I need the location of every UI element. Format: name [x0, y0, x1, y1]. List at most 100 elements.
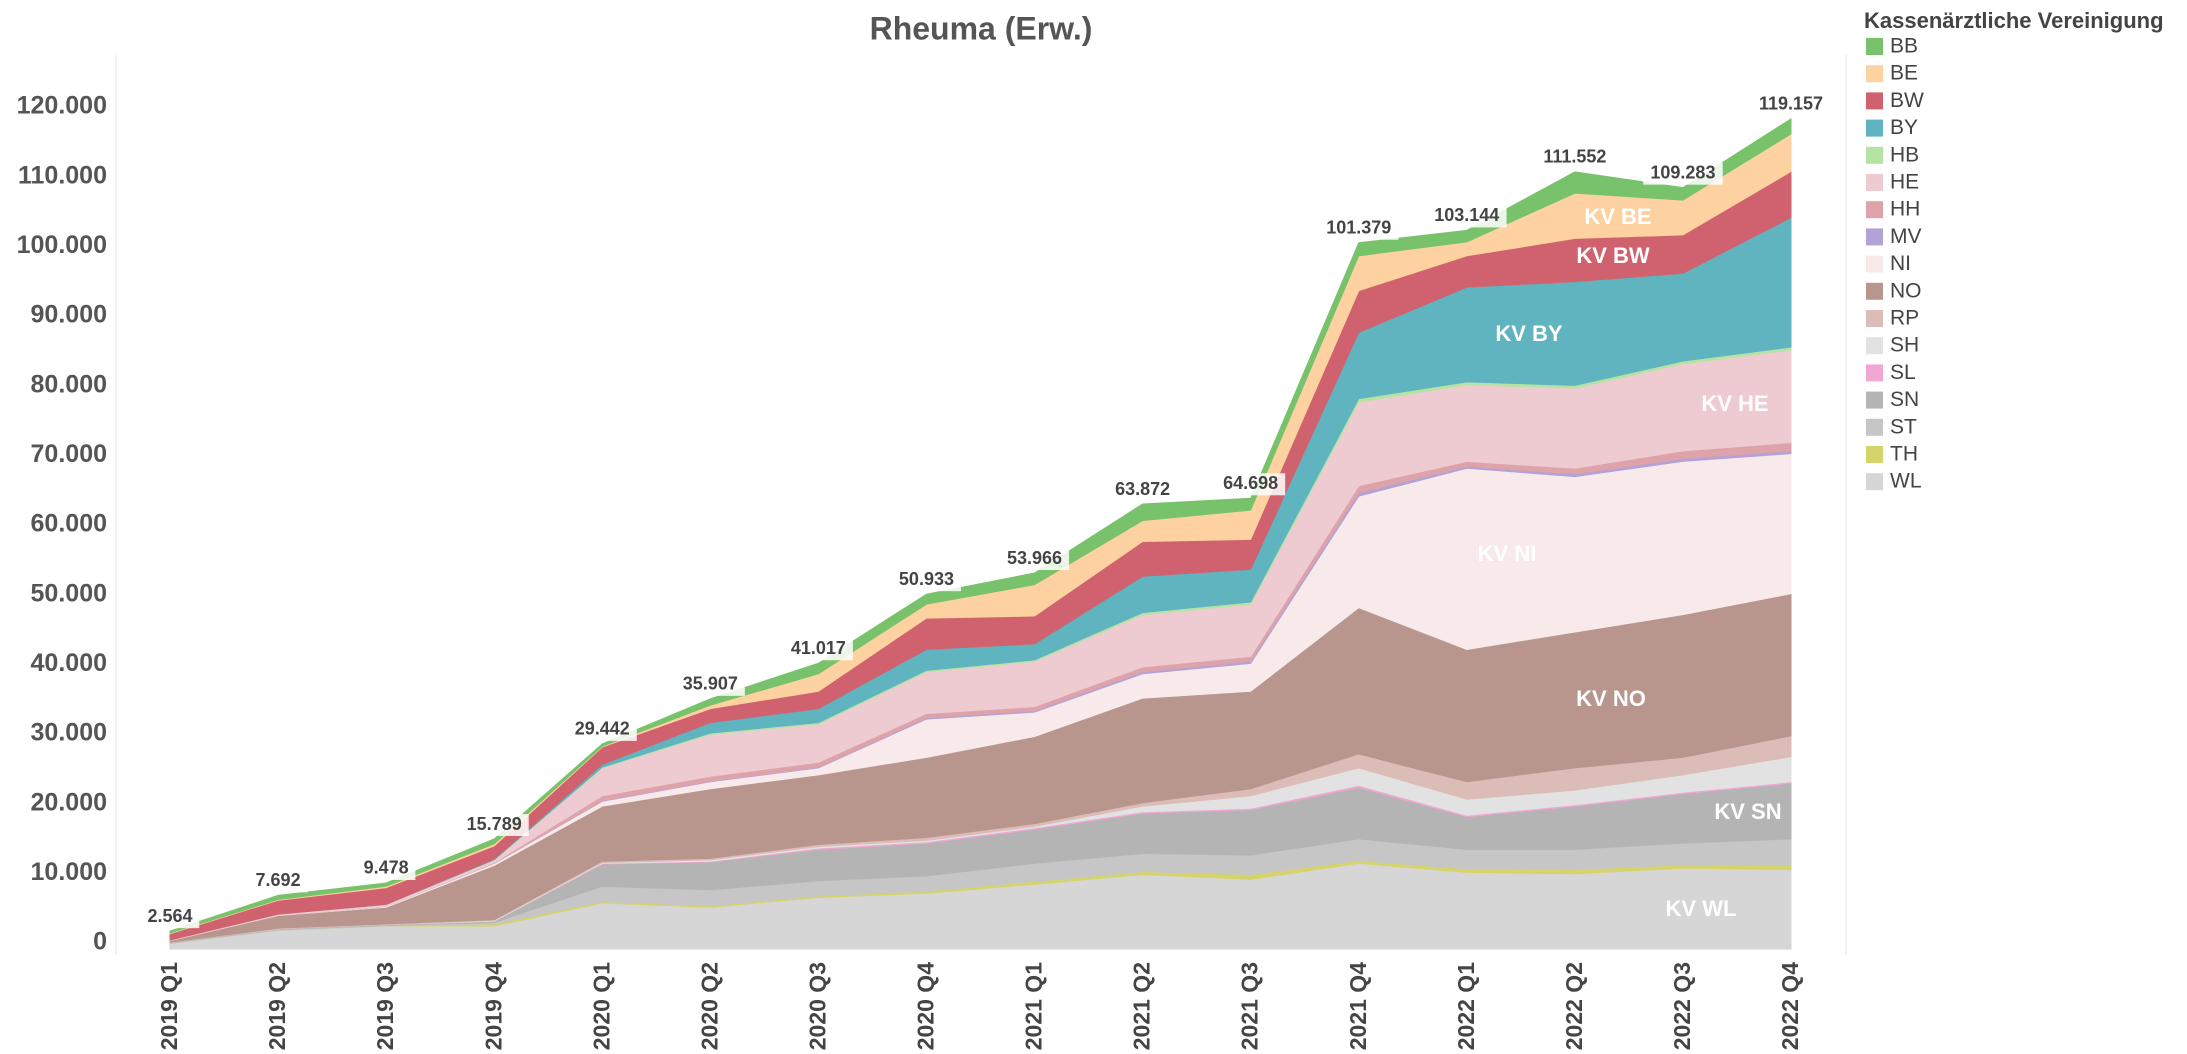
legend-swatch	[1866, 38, 1883, 55]
total-label: 103.144	[1427, 205, 1507, 228]
legend-label: HE	[1890, 171, 1919, 194]
total-value: 101.379	[1326, 217, 1391, 237]
total-value: 119.157	[1759, 94, 1823, 114]
legend-swatch	[1866, 391, 1883, 409]
y-tick-label: 0	[93, 928, 107, 956]
label-bg	[1318, 217, 1399, 240]
y-tick-label: 10.000	[31, 858, 107, 886]
legend-label: SL	[1890, 361, 1916, 384]
label-bg	[1751, 93, 1831, 116]
label-bg	[248, 870, 308, 893]
y-tick-label: 50.000	[31, 579, 107, 607]
legend-swatch	[1866, 255, 1883, 273]
total-label: 29.442	[567, 718, 637, 741]
total-value: 7.692	[256, 870, 301, 890]
area-label: KV NO	[1576, 686, 1646, 711]
x-tick-label: 2019 Q4	[480, 962, 506, 1050]
x-tick-label: 2020 Q4	[913, 962, 939, 1050]
label-bg	[1108, 479, 1178, 502]
label-bg	[140, 906, 200, 929]
area-label: KV WL	[1666, 896, 1737, 921]
total-label: 2.564	[140, 906, 200, 929]
y-tick-label: 120.000	[17, 92, 107, 120]
total-label: 9.478	[356, 857, 416, 880]
legend-title: Kassenärztliche Vereinigung	[1864, 8, 2164, 33]
legend-swatch	[1866, 174, 1883, 191]
legend-swatch	[1866, 473, 1883, 491]
area-bb	[169, 117, 1792, 934]
total-value: 50.933	[899, 569, 954, 589]
area-label: KV BW	[1576, 243, 1650, 268]
legend-swatch	[1866, 418, 1883, 436]
legend-swatch	[1866, 337, 1883, 355]
total-value: 111.552	[1543, 147, 1606, 167]
label-bg	[891, 569, 961, 592]
legend-label: ST	[1890, 415, 1917, 438]
legend-swatch	[1866, 65, 1883, 83]
legend-label: SN	[1890, 388, 1919, 411]
legend-swatch	[1866, 446, 1883, 463]
y-tick-label: 80.000	[31, 370, 107, 398]
x-tick-label: 2019 Q3	[372, 962, 398, 1050]
chart-title: Rheuma (Erw.)	[870, 10, 1093, 46]
x-tick-label: 2020 Q1	[588, 962, 614, 1050]
x-tick-label: 2021 Q1	[1021, 962, 1047, 1050]
total-value: 103.144	[1434, 205, 1499, 225]
y-tick-label: 40.000	[31, 649, 107, 677]
y-tick-label: 60.000	[31, 510, 107, 538]
total-label: 15.789	[459, 814, 529, 837]
x-tick-label: 2022 Q4	[1777, 962, 1803, 1050]
total-value: 63.872	[1115, 479, 1170, 499]
x-tick-label: 2021 Q2	[1129, 962, 1155, 1050]
total-value: 109.283	[1650, 162, 1715, 182]
total-label: 35.907	[675, 673, 745, 696]
label-bg	[1535, 146, 1615, 169]
legend-label: BE	[1890, 62, 1918, 85]
legend-swatch	[1866, 146, 1883, 164]
total-label: 7.692	[248, 870, 308, 893]
x-tick-label: 2021 Q3	[1237, 962, 1263, 1050]
label-bg	[1427, 205, 1507, 228]
legend-label: NI	[1890, 252, 1911, 275]
x-tick-label: 2022 Q2	[1561, 962, 1587, 1050]
x-tick-label: 2021 Q4	[1345, 962, 1371, 1050]
legend-label: BW	[1890, 89, 1924, 112]
total-value: 35.907	[683, 674, 738, 694]
x-tick-label: 2019 Q2	[264, 962, 290, 1050]
x-tick-label: 2020 Q3	[804, 962, 830, 1050]
label-bg	[1000, 548, 1070, 571]
area-label: KV BE	[1584, 204, 1651, 229]
legend-swatch	[1866, 201, 1883, 219]
label-bg	[783, 638, 853, 661]
total-label: 53.966	[1000, 548, 1070, 571]
y-tick-label: 90.000	[31, 301, 107, 329]
x-tick-label: 2022 Q1	[1453, 962, 1479, 1050]
y-tick-label: 100.000	[17, 231, 107, 259]
x-tick-label: 2022 Q3	[1669, 962, 1695, 1050]
x-tick-label: 2019 Q1	[156, 962, 182, 1050]
total-value: 2.564	[147, 906, 192, 926]
legend-label: MV	[1890, 225, 1922, 248]
label-bg	[459, 814, 529, 837]
y-tick-label: 30.000	[31, 719, 107, 747]
area-label: KV BY	[1495, 321, 1563, 346]
label-bg	[356, 857, 416, 880]
total-label: 101.379	[1318, 217, 1399, 240]
total-value: 15.789	[467, 814, 522, 834]
y-tick-label: 70.000	[31, 440, 107, 468]
area-label: KV NI	[1478, 541, 1537, 566]
total-label: 41.017	[783, 638, 853, 661]
legend-label: SH	[1890, 334, 1919, 357]
total-value: 41.017	[791, 638, 846, 658]
total-label: 50.933	[891, 569, 961, 592]
legend-swatch	[1866, 228, 1883, 246]
legend-swatch	[1866, 310, 1883, 327]
label-bg	[1216, 473, 1286, 496]
total-value: 53.966	[1007, 548, 1062, 568]
label-bg	[1643, 162, 1723, 185]
area-label: KV HE	[1701, 391, 1768, 416]
legend-swatch	[1866, 364, 1883, 382]
label-bg	[675, 673, 745, 696]
label-bg	[567, 718, 637, 741]
